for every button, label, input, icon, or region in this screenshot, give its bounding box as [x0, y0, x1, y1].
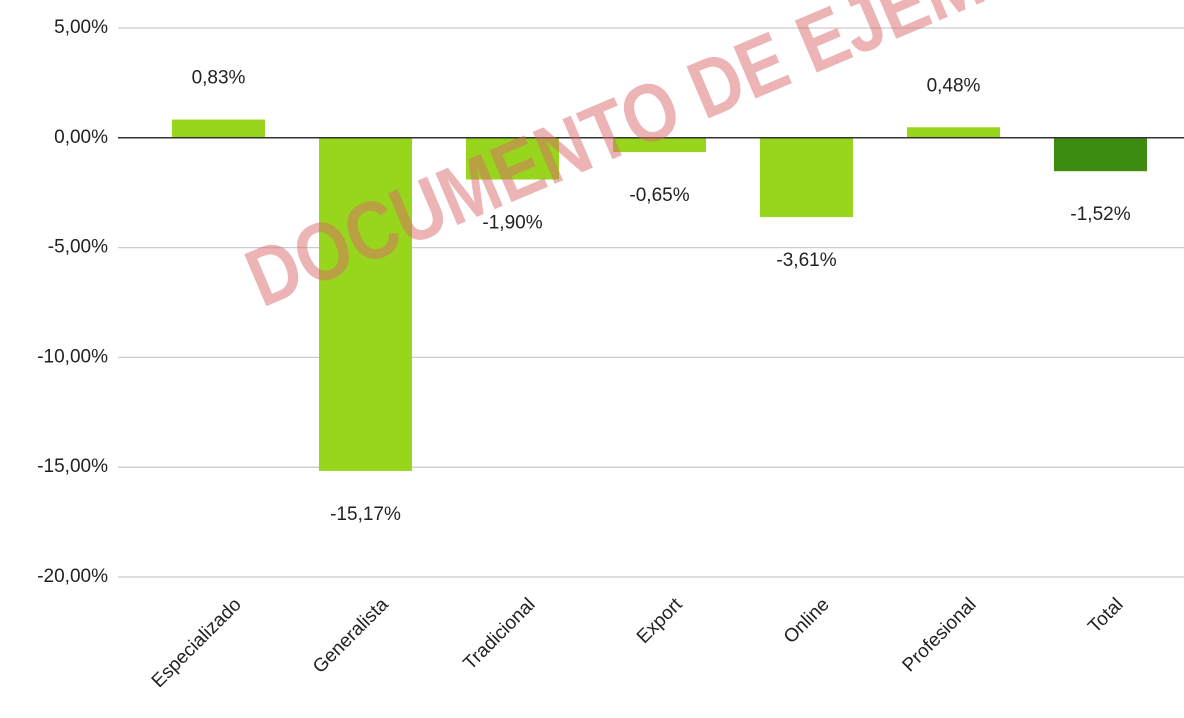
bar [319, 137, 412, 471]
x-tick-label: Especializado [148, 594, 246, 692]
x-tick-label: Generalista [309, 594, 393, 678]
bar [907, 127, 1000, 138]
x-tick-label: Profesional [899, 594, 981, 676]
y-tick-label: -5,00% [48, 237, 108, 258]
x-tick-label: Online [780, 594, 834, 648]
y-tick-label: -20,00% [37, 566, 108, 587]
data-label: 0,48% [927, 75, 981, 96]
data-label: -1,52% [1070, 204, 1130, 225]
x-tick-label: Tradicional [460, 594, 540, 674]
bar [172, 119, 265, 138]
y-tick-label: 5,00% [54, 17, 108, 38]
x-tick-label: Total [1084, 594, 1127, 637]
data-label: -0,65% [629, 185, 689, 206]
y-tick-label: -10,00% [37, 346, 108, 367]
data-label: -15,17% [330, 504, 401, 525]
x-tick-label: Export [633, 594, 687, 648]
y-tick-label: -15,00% [37, 456, 108, 477]
bar [1054, 137, 1147, 172]
bar [613, 137, 706, 153]
data-label: 0,83% [192, 68, 246, 89]
bar [466, 137, 559, 180]
y-tick-label: 0,00% [54, 127, 108, 148]
data-label: -1,90% [482, 213, 542, 234]
data-label: -3,61% [776, 250, 836, 271]
bar [760, 137, 853, 218]
